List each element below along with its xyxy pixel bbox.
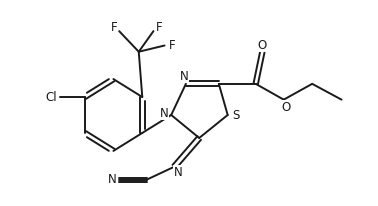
Text: O: O — [258, 39, 267, 52]
Text: O: O — [281, 101, 290, 114]
Text: F: F — [155, 21, 162, 34]
Text: F: F — [110, 21, 117, 34]
Text: Cl: Cl — [45, 90, 57, 103]
Text: N: N — [174, 166, 182, 179]
Text: N: N — [180, 70, 189, 83]
Text: F: F — [169, 39, 176, 52]
Text: N: N — [108, 173, 116, 186]
Text: S: S — [232, 109, 239, 122]
Text: N: N — [160, 107, 169, 119]
